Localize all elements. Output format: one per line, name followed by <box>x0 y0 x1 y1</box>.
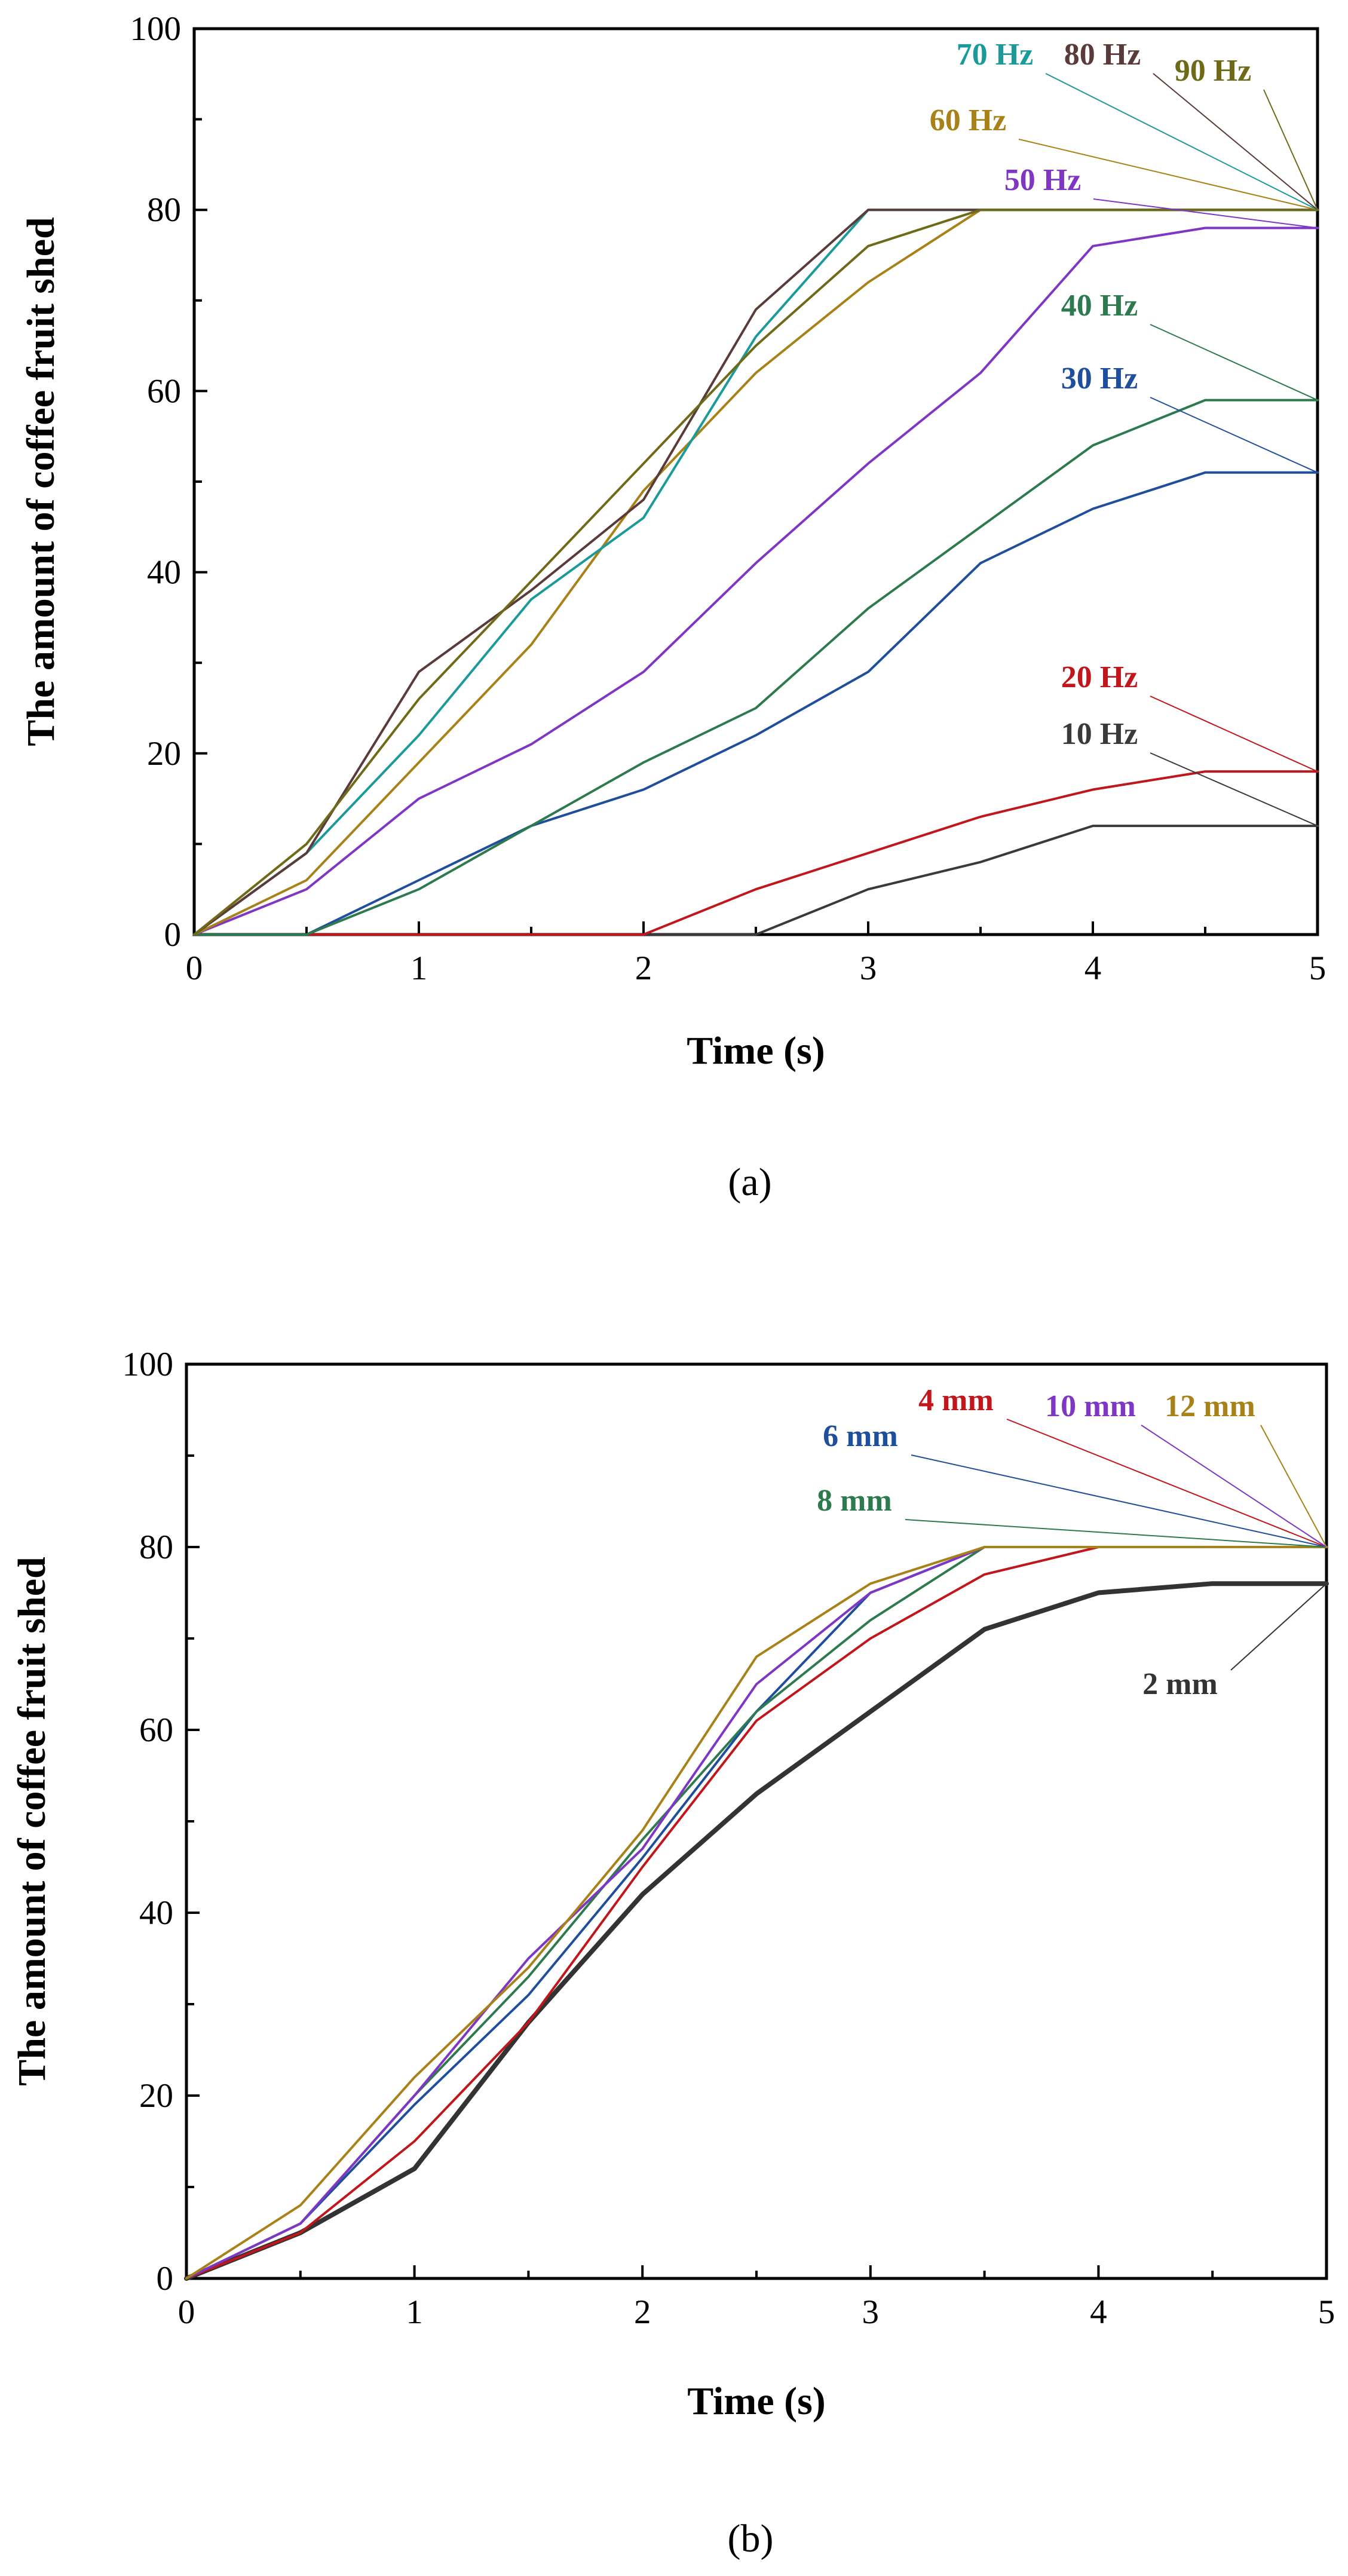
x-tick-label: 1 <box>410 949 428 987</box>
series-label-20-hz: 20 Hz <box>1061 660 1138 694</box>
x-tick-label: 2 <box>634 2293 651 2331</box>
x-tick-label: 3 <box>862 2293 880 2331</box>
series-label-40-hz: 40 Hz <box>1061 289 1138 323</box>
series-line-12-mm <box>185 1546 1328 2280</box>
series-label-50-hz: 50 Hz <box>1004 163 1082 197</box>
series-line-30-hz <box>193 471 1319 936</box>
x-axis-title: Time (s) <box>687 2379 826 2423</box>
leader-line <box>1093 198 1318 229</box>
series-label-30-hz: 30 Hz <box>1061 362 1138 396</box>
leader-line <box>1006 1419 1327 1548</box>
y-axis-title: The amount of coffee fruit shed <box>19 217 63 746</box>
y-tick-label: 60 <box>139 1711 173 1749</box>
leader-line <box>1263 89 1318 210</box>
leader-line <box>1150 696 1318 773</box>
y-tick-label: 20 <box>147 735 181 773</box>
leader-line <box>1153 73 1318 210</box>
leader-line <box>1018 139 1318 211</box>
series-line-2-mm <box>184 1581 1329 2281</box>
x-tick-label: 0 <box>186 949 203 987</box>
plot-frame <box>192 27 1319 936</box>
panel-label: (a) <box>728 1160 771 1204</box>
x-tick-label: 4 <box>1090 2293 1107 2331</box>
y-tick-label: 0 <box>164 916 182 954</box>
x-tick-label: 4 <box>1084 949 1102 987</box>
series-label-60-hz: 60 Hz <box>930 103 1007 137</box>
series-line-50-hz <box>193 226 1319 936</box>
leader-line <box>1141 1425 1327 1548</box>
leader-line <box>1150 397 1318 473</box>
x-tick-label: 5 <box>1309 949 1326 987</box>
x-tick-label: 2 <box>635 949 652 987</box>
x-tick-label: 3 <box>860 949 877 987</box>
x-tick-label: 1 <box>406 2293 423 2331</box>
y-tick-label: 20 <box>139 2077 173 2115</box>
x-axis-title: Time (s) <box>687 1029 825 1073</box>
y-tick-label: 100 <box>122 1346 174 1383</box>
series-label-10-hz: 10 Hz <box>1061 717 1138 751</box>
y-tick-label: 0 <box>157 2260 174 2298</box>
series-label-80-hz: 80 Hz <box>1064 38 1141 72</box>
y-tick-label: 60 <box>147 372 181 410</box>
chart-panel-a: 0 1 2 3 4 5 0 20 40 60 80 100 Time (s) The amount of … <box>19 10 1326 1204</box>
leader-line <box>1150 752 1318 826</box>
y-tick-label: 80 <box>147 191 181 229</box>
leader-line <box>1045 73 1318 211</box>
leader-line <box>1260 1425 1327 1548</box>
series-line-20-hz <box>193 770 1319 936</box>
series-label-4-mm: 4 mm <box>918 1383 994 1417</box>
chart-panel-b: 0 1 2 3 4 5 0 20 40 60 80 100 Time (s) The amount of … <box>10 1346 1335 2560</box>
series-label-70-hz: 70 Hz <box>957 38 1034 72</box>
y-tick-label: 40 <box>139 1894 173 1932</box>
leader-line <box>1150 324 1318 401</box>
x-tick-label: 5 <box>1318 2293 1335 2331</box>
y-tick-label: 80 <box>139 1529 173 1566</box>
leader-line <box>905 1519 1327 1548</box>
x-tick-label: 0 <box>178 2293 195 2331</box>
series-line-90-hz <box>193 209 1319 936</box>
y-tick-label: 40 <box>147 554 181 592</box>
series-label-10-mm: 10 mm <box>1045 1389 1136 1423</box>
series-label-2-mm: 2 mm <box>1142 1667 1218 1701</box>
y-tick-label: 100 <box>130 10 182 48</box>
panel-label: (b) <box>728 2517 774 2560</box>
series-label-12-mm: 12 mm <box>1165 1389 1255 1423</box>
series-label-8-mm: 8 mm <box>817 1484 892 1518</box>
series-label-90-hz: 90 Hz <box>1175 54 1252 88</box>
series-line-10-hz <box>193 825 1319 936</box>
y-axis-title: The amount of coffee fruit shed <box>10 1557 54 2085</box>
series-label-6-mm: 6 mm <box>823 1419 898 1453</box>
series-line-40-hz <box>193 399 1319 936</box>
leader-line <box>911 1454 1327 1548</box>
leader-line <box>1230 1583 1327 1671</box>
